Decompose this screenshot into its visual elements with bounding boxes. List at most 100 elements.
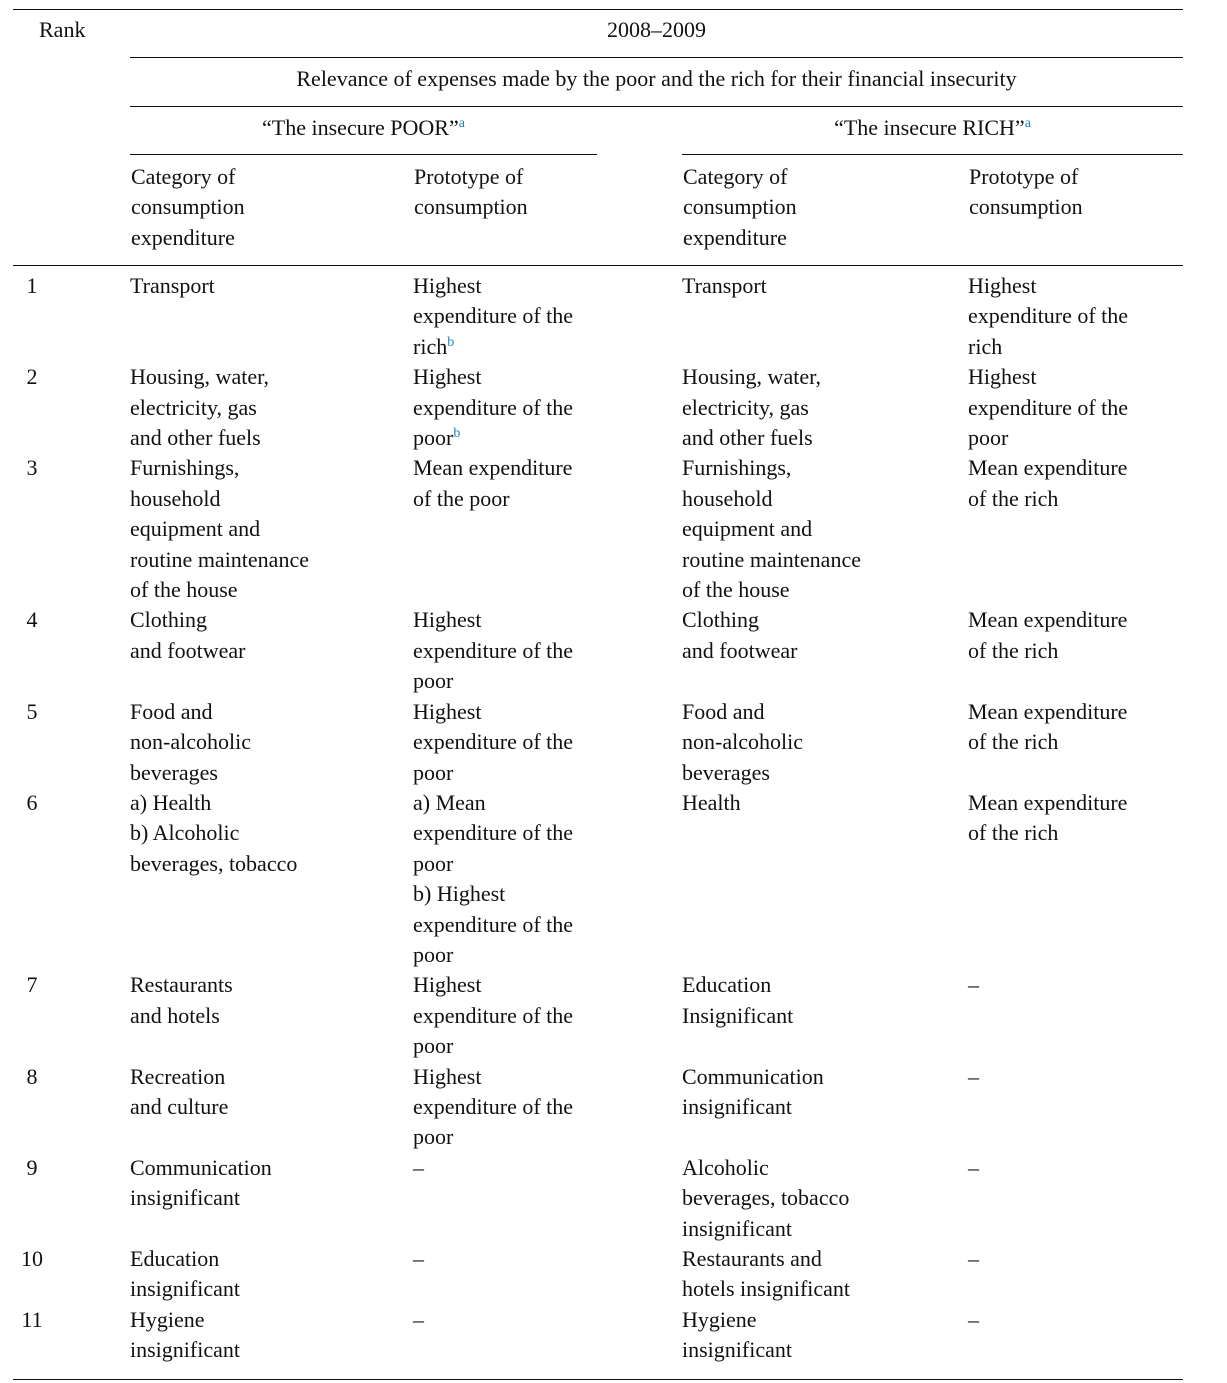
rank-cell: 11 [21, 1306, 43, 1332]
rich-category-cell: Alcoholic beverages, tobacco insignifica… [682, 1153, 968, 1244]
cell-text: Hygiene insignificant [682, 1306, 792, 1363]
table-row: 10 Education insignificant – Restaurants an… [13, 1244, 1182, 1305]
rank-cell: 10 [21, 1246, 43, 1271]
rich-prototype-cell: – [968, 1305, 1182, 1366]
expenditure-table: 1 Transport Highest expenditure of the ric… [13, 271, 1182, 1366]
poor-prototype-cell: Highest expenditure of the poor [413, 697, 682, 788]
rank-cell: 7 [26, 972, 38, 998]
cell-text: Mean expenditure of the rich [968, 607, 1128, 663]
rank-cell: 4 [26, 607, 38, 633]
rich-category-cell: Restaurants and hotels insignificant [682, 1244, 968, 1305]
cell-text: – [413, 1306, 424, 1332]
top-rule [13, 9, 1183, 10]
footnote-b: b [453, 426, 461, 442]
rich-prototype-cell: Mean expenditure of the rich [968, 605, 1182, 696]
table-row: 3 Furnishings, household equipment and ro… [13, 453, 1182, 605]
table-row: 1 Transport Highest expenditure of the ric… [13, 271, 1182, 362]
cell-text: Housing, water, electricity, gas and oth… [130, 364, 270, 451]
footnote-a: a [1024, 116, 1031, 131]
cell-text: Highest expenditure of the poor [413, 607, 574, 694]
rich-group-label: “The insecure RICH” [834, 115, 1025, 140]
poor-category-cell: a) Health b) Alcoholic beverages, tobacc… [130, 788, 413, 970]
table-row: 8 Recreation and culture Highest expenditu… [13, 1062, 1182, 1153]
rich-category-cell: Housing, water, electricity, gas and oth… [682, 362, 968, 453]
cell-text: Furnishings, household equipment and rou… [130, 455, 309, 603]
cell-text: Transport [682, 273, 767, 298]
cell-text: Highest expenditure of the poor [413, 364, 574, 451]
poor-prototype-cell: Highest expenditure of the richb [413, 271, 682, 362]
table-body: 1 Transport Highest expenditure of the ric… [13, 271, 1182, 1366]
cell-text: Highest expenditure of the poor [413, 1063, 574, 1150]
poor-prototype-cell: Highest expenditure of the poorb [413, 362, 682, 453]
rank-cell: 5 [26, 698, 38, 724]
rich-prototype-cell: Highest expenditure of the poor [968, 362, 1182, 453]
cell-text: Food and non-alcoholic beverages [130, 698, 251, 785]
cell-text: – [413, 1154, 424, 1180]
cell-text: – [413, 1246, 424, 1271]
rich-category-cell: Education Insignificant [682, 970, 968, 1061]
cell-text: Furnishings, household equipment and rou… [682, 455, 861, 603]
poor-prototype-cell: – [413, 1153, 682, 1244]
rich-prototype-cell: Highest expenditure of the rich [968, 271, 1182, 362]
poor-prototype-cell: Mean expenditure of the poor [413, 453, 682, 605]
cell-text: – [968, 972, 979, 998]
cell-text: Housing, water, electricity, gas and oth… [682, 364, 822, 451]
period-rule [130, 57, 1183, 58]
rich-prototype-header: Prototype of consumption [969, 164, 1083, 220]
rank-cell: 8 [26, 1063, 38, 1089]
table-row: 9 Communication insignificant – Alcoholic b… [13, 1153, 1182, 1244]
poor-category-cell: Restaurants and hotels [130, 970, 413, 1061]
poor-prototype-cell: Highest expenditure of the poor [413, 605, 682, 696]
cell-text: Restaurants and hotels [130, 972, 233, 1028]
period-header: 2008–2009 [607, 17, 706, 42]
table-row: 11 Hygiene insignificant – Hygiene insignif… [13, 1305, 1182, 1366]
rich-prototype-cell: Mean expenditure of the rich [968, 788, 1182, 970]
rich-prototype-cell: Mean expenditure of the rich [968, 697, 1182, 788]
poor-group-rule [130, 154, 597, 155]
cell-text: Transport [130, 273, 215, 298]
poor-category-cell: Communication insignificant [130, 1153, 413, 1244]
cell-text: – [968, 1246, 979, 1271]
cell-text: Clothing and footwear [682, 607, 798, 663]
rich-category-cell: Furnishings, household equipment and rou… [682, 453, 968, 605]
rich-group-rule [682, 154, 1183, 155]
poor-category-cell: Education insignificant [130, 1244, 413, 1305]
poor-prototype-header: Prototype of consumption [414, 164, 528, 220]
cell-text: Mean expenditure of the rich [968, 455, 1128, 511]
cell-text: – [968, 1306, 979, 1332]
poor-category-cell: Hygiene insignificant [130, 1305, 413, 1366]
poor-category-header: Category of consumption expenditure [131, 164, 245, 250]
cell-text: Education Insignificant [682, 972, 794, 1028]
poor-prototype-cell: – [413, 1305, 682, 1366]
rank-cell: 6 [26, 789, 38, 815]
rich-prototype-cell: Mean expenditure of the rich [968, 453, 1182, 605]
cell-text: Highest expenditure of the rich [968, 273, 1129, 359]
cell-text: Restaurants and hotels insignificant [682, 1246, 851, 1302]
poor-prototype-cell: Highest expenditure of the poor [413, 970, 682, 1061]
rich-category-cell: Clothing and footwear [682, 605, 968, 696]
cell-text: Highest expenditure of the poor [413, 972, 574, 1059]
poor-category-cell: Food and non-alcoholic beverages [130, 697, 413, 788]
rich-group-header: “The insecure RICH”a [682, 113, 1183, 143]
cell-text: Food and non-alcoholic beverages [682, 698, 803, 785]
cell-text: – [968, 1063, 979, 1089]
cell-text: Mean expenditure of the rich [968, 698, 1128, 755]
cell-text: a) Mean expenditure of the poor b) Highe… [413, 789, 574, 967]
poor-category-cell: Clothing and footwear [130, 605, 413, 696]
rich-category-cell: Hygiene insignificant [682, 1305, 968, 1366]
cell-text: Highest expenditure of the poor [968, 364, 1129, 451]
cell-text: Education insignificant [130, 1246, 240, 1302]
cell-text: Communication insignificant [130, 1154, 272, 1211]
rich-category-cell: Health [682, 788, 968, 970]
table-row: 7 Restaurants and hotels Highest expenditu… [13, 970, 1182, 1061]
cell-text: Alcoholic beverages, tobacco insignifica… [682, 1154, 850, 1241]
footnote-a: a [458, 116, 465, 131]
bottom-rule [13, 1379, 1183, 1380]
header-rule [13, 265, 1183, 266]
poor-category-cell: Recreation and culture [130, 1062, 413, 1153]
rank-header: Rank [39, 17, 86, 42]
poor-prototype-cell: a) Mean expenditure of the poor b) Highe… [413, 788, 682, 970]
table-subtitle: Relevance of expenses made by the poor a… [296, 66, 1017, 91]
cell-text: Health [682, 789, 741, 815]
rich-prototype-cell: – [968, 970, 1182, 1061]
